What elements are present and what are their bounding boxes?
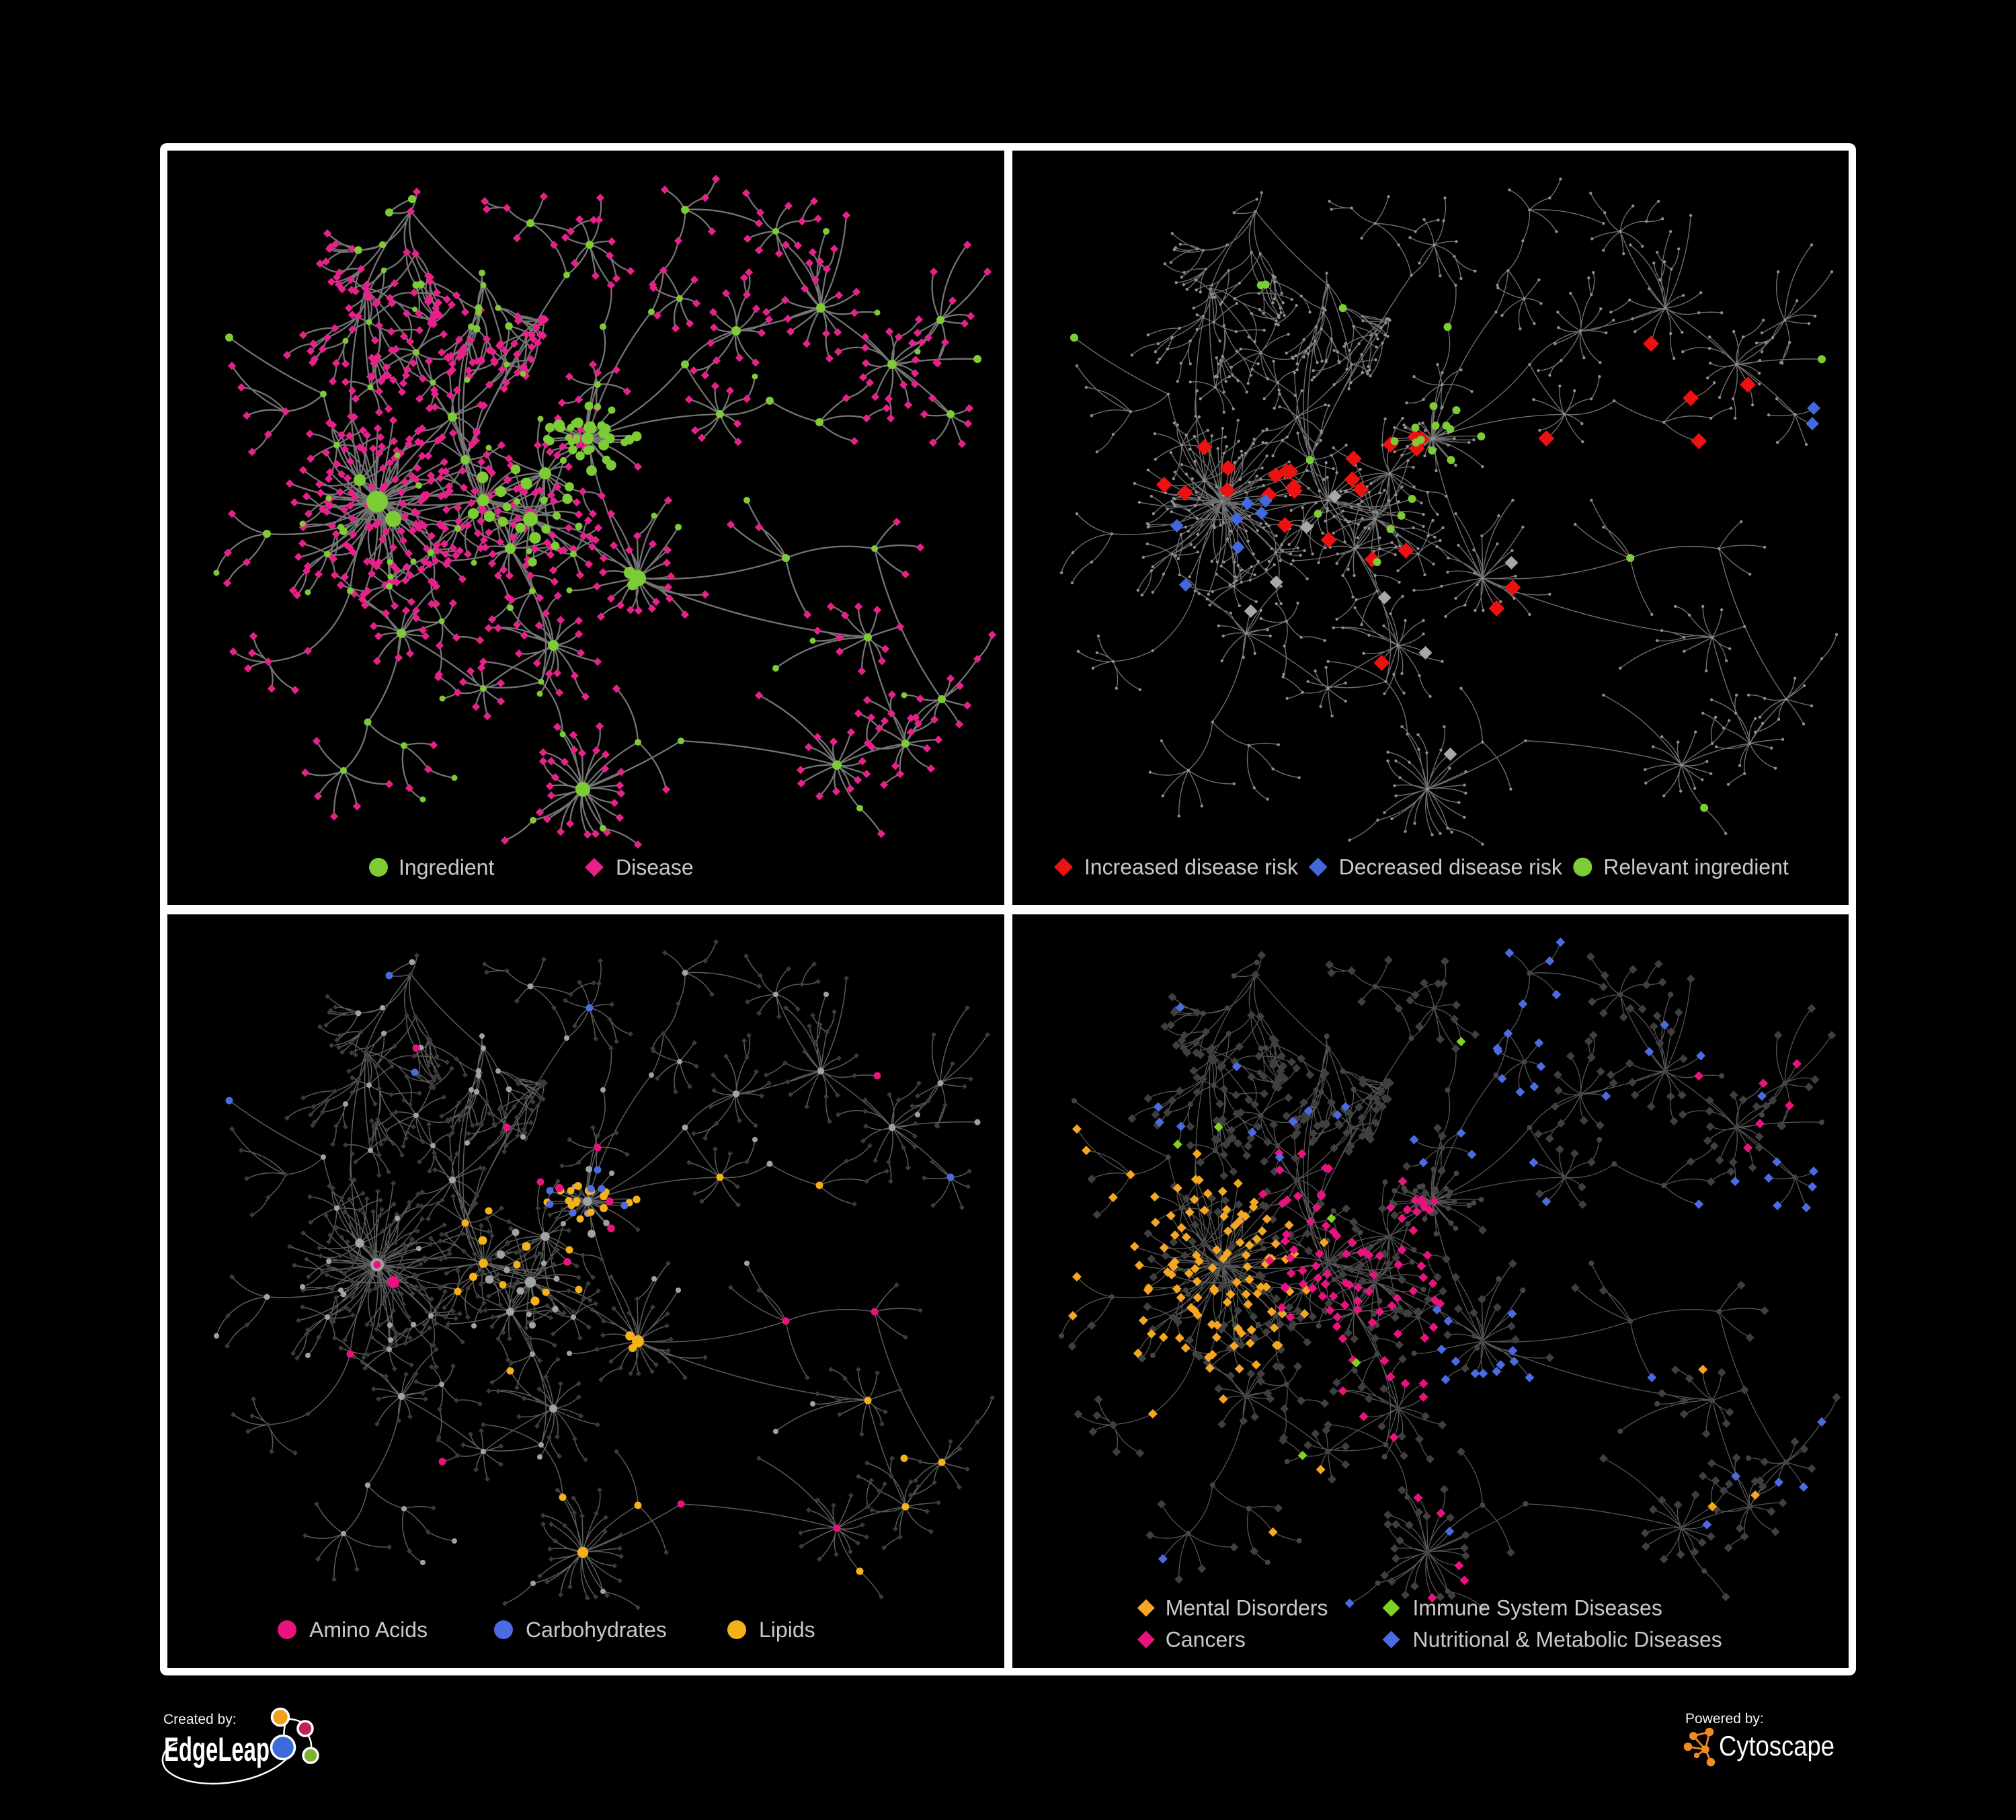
svg-text:Powered by:: Powered by:: [1685, 1711, 1764, 1727]
svg-text:Carbohydrates: Carbohydrates: [526, 1618, 667, 1642]
svg-text:Nutritional & Metabolic Diseas: Nutritional & Metabolic Diseases: [1413, 1628, 1722, 1652]
svg-text:Increased disease risk: Increased disease risk: [1084, 855, 1299, 879]
svg-text:Ingredient: Ingredient: [399, 855, 494, 879]
svg-text:Immune System Diseases: Immune System Diseases: [1413, 1596, 1662, 1620]
svg-text:Created by:: Created by:: [163, 1712, 237, 1727]
svg-text:EdgeLeap: EdgeLeap: [164, 1731, 270, 1768]
svg-text:Lipids: Lipids: [759, 1618, 815, 1642]
svg-text:Decreased disease risk: Decreased disease risk: [1339, 855, 1563, 879]
svg-text:Cancers: Cancers: [1166, 1628, 1246, 1652]
svg-text:Relevant ingredient: Relevant ingredient: [1603, 855, 1789, 879]
svg-text:Mental Disorders: Mental Disorders: [1166, 1596, 1328, 1620]
svg-text:Cytoscape: Cytoscape: [1719, 1730, 1834, 1762]
svg-text:Amino Acids: Amino Acids: [309, 1618, 428, 1642]
svg-text:Disease: Disease: [616, 855, 694, 879]
